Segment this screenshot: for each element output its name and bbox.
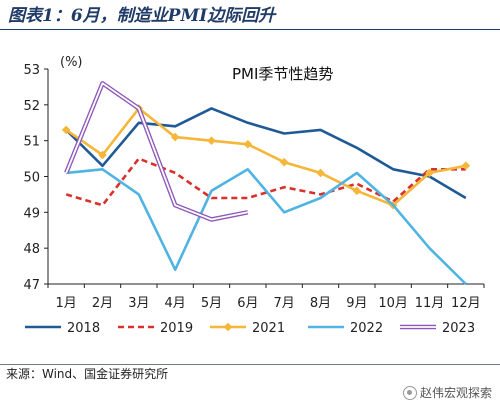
legend-label: 2019: [160, 321, 193, 336]
figure-title: 图表1：6月，制造业PMI边际回升: [8, 6, 276, 26]
x-tick-label: 3月: [128, 296, 149, 311]
footer-divider: [0, 364, 500, 365]
data-point-2021: [207, 136, 216, 145]
x-tick-label: 5月: [201, 296, 222, 311]
y-tick-label: 48: [23, 242, 40, 257]
header-divider: [0, 29, 500, 30]
data-point-2021: [61, 125, 71, 135]
legend-item-2019: 2019: [118, 321, 193, 336]
y-tick-label: 50: [23, 171, 40, 186]
legend-label: 2022: [350, 321, 383, 336]
y-tick-label: 49: [23, 206, 40, 221]
legend-label: 2021: [252, 321, 285, 336]
y-tick-label: 52: [23, 99, 40, 114]
chart-legend: 2018 2019 2021 2022 2023: [25, 321, 475, 336]
legend-item-2022: 2022: [308, 321, 383, 336]
series-2019: [65, 157, 466, 207]
legend-label: 2018: [67, 321, 100, 336]
y-tick-label: 53: [23, 63, 40, 78]
legend-item-2023: 2023: [400, 321, 475, 336]
x-tick-label: 12月: [451, 296, 481, 311]
x-tick-label: 9月: [346, 296, 367, 311]
series-line-2019: [65, 157, 466, 207]
chart-title: PMI季节性趋势: [232, 65, 333, 83]
y-tick-labels: 47 48 49 50 51 52 53: [23, 63, 40, 293]
brand-name: 赵伟宏观探索: [419, 386, 492, 400]
x-tick-label: 4月: [165, 296, 186, 311]
x-tick-label: 10月: [378, 296, 408, 311]
legend-item-2018: 2018: [25, 321, 100, 336]
chart-series-lines: [61, 81, 471, 285]
series-line-2023-inner: [65, 82, 248, 221]
data-point-2021: [279, 157, 289, 167]
x-tick-label: 1月: [56, 296, 77, 311]
data-point-2021: [243, 139, 253, 149]
x-tick-label: 6月: [237, 296, 258, 311]
legend-item-2021: 2021: [210, 321, 285, 336]
x-tick-label: 8月: [310, 296, 331, 311]
series-line-2021: [65, 107, 467, 207]
x-tick-label: 11月: [415, 296, 445, 311]
series-2023: [64, 81, 249, 222]
data-point-2021: [170, 132, 180, 142]
x-tick-label: 2月: [92, 296, 113, 311]
legend-marker-2021: [223, 322, 233, 332]
data-point-2021: [352, 186, 362, 196]
data-point-2021: [425, 168, 434, 178]
data-point-2021: [316, 168, 325, 178]
series-2022: [66, 168, 467, 285]
x-tick-labels: 1月 2月 3月 4月 5月 6月 7月 8月 9月 10月 11月 12月: [56, 296, 481, 311]
wechat-icon: [402, 386, 417, 400]
x-tick-label: 7月: [274, 296, 295, 311]
y-axis-unit-label: (%): [60, 55, 83, 70]
data-point-2021: [461, 161, 471, 171]
series-2018: [65, 107, 467, 200]
source-note: 来源：Wind、国金证券研究所: [6, 367, 169, 381]
brand-watermark: 赵伟宏观探索: [402, 384, 492, 402]
series-line-2022: [66, 168, 467, 285]
legend-label: 2023: [442, 321, 475, 336]
y-tick-label: 51: [23, 135, 40, 150]
y-tick-label: 47: [23, 278, 40, 293]
chart-axes: [44, 68, 485, 288]
series-line-2018: [65, 107, 467, 200]
data-point-2021: [98, 150, 107, 160]
